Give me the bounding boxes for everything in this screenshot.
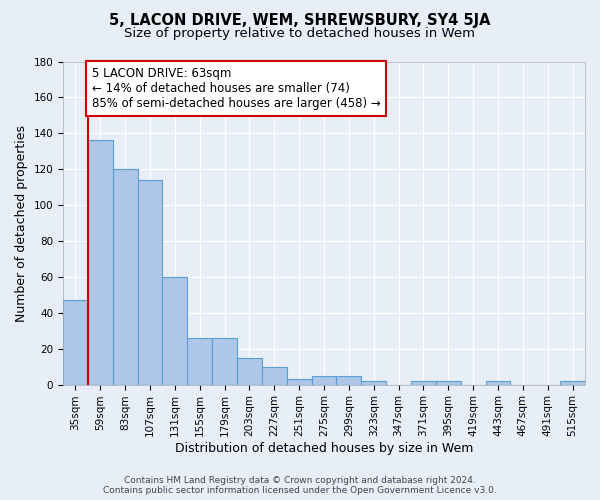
Bar [311,376,337,384]
Y-axis label: Number of detached properties: Number of detached properties [15,124,28,322]
Bar [560,381,585,384]
Text: Size of property relative to detached houses in Wem: Size of property relative to detached ho… [125,28,476,40]
Bar [262,366,287,384]
Bar [337,376,361,384]
Bar [187,338,212,384]
Bar [113,169,137,384]
Text: 5, LACON DRIVE, WEM, SHREWSBURY, SY4 5JA: 5, LACON DRIVE, WEM, SHREWSBURY, SY4 5JA [109,12,491,28]
Bar [88,140,113,384]
Bar [485,381,511,384]
Bar [361,381,386,384]
Text: Contains HM Land Registry data © Crown copyright and database right 2024.
Contai: Contains HM Land Registry data © Crown c… [103,476,497,495]
Bar [436,381,461,384]
Bar [63,300,88,384]
Bar [287,379,311,384]
Bar [237,358,262,384]
Text: 5 LACON DRIVE: 63sqm
← 14% of detached houses are smaller (74)
85% of semi-detac: 5 LACON DRIVE: 63sqm ← 14% of detached h… [92,67,380,110]
X-axis label: Distribution of detached houses by size in Wem: Distribution of detached houses by size … [175,442,473,455]
Bar [163,277,187,384]
Bar [212,338,237,384]
Bar [137,180,163,384]
Bar [411,381,436,384]
